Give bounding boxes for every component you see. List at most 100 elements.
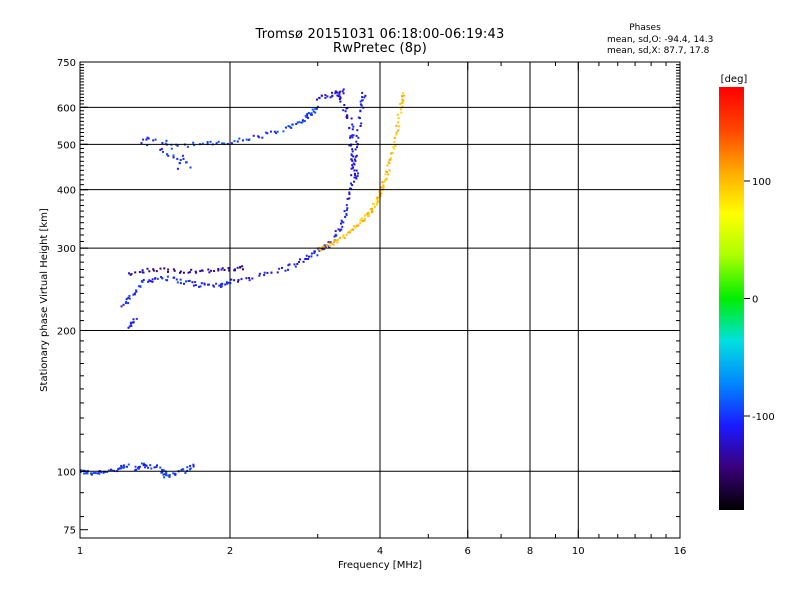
data-point: [127, 326, 130, 329]
data-point: [191, 281, 194, 284]
data-point: [321, 246, 324, 248]
data-point: [138, 271, 141, 273]
data-point: [354, 155, 357, 158]
data-point: [155, 466, 158, 468]
data-point: [227, 281, 230, 284]
data-point: [248, 279, 251, 282]
data-point: [218, 284, 221, 287]
data-point: [390, 152, 393, 155]
y-tick-label: 750: [57, 58, 76, 69]
data-point: [349, 135, 352, 138]
data-point: [167, 154, 170, 157]
data-point: [339, 96, 342, 99]
data-point: [120, 464, 123, 467]
data-point: [287, 268, 289, 271]
data-point: [284, 126, 287, 129]
x-tick-label: 2: [227, 546, 233, 557]
data-point: [345, 214, 348, 217]
data-point: [248, 277, 251, 279]
data-point: [263, 274, 266, 277]
axes: 1 2 4 6 8 10 16 75 100 200 300 400 500 600 750: [57, 58, 686, 557]
data-point: [221, 142, 224, 145]
data-point: [351, 134, 354, 137]
data-point: [352, 155, 355, 158]
data-point: [167, 270, 169, 273]
data-point: [237, 280, 239, 283]
data-point: [167, 474, 170, 477]
data-point: [154, 138, 157, 141]
data-point: [217, 268, 220, 270]
data-point: [399, 108, 402, 111]
data-point: [282, 130, 285, 133]
data-point: [306, 113, 309, 116]
data-point: [226, 281, 228, 284]
data-point: [199, 270, 202, 273]
phase-stats-heading: Phases: [629, 23, 661, 33]
x-tick-label: 8: [527, 546, 533, 557]
data-point: [185, 280, 187, 283]
data-point: [135, 289, 138, 292]
y-tick-label: 300: [57, 244, 76, 255]
data-point: [354, 176, 357, 179]
data-point: [342, 235, 345, 238]
data-point: [140, 462, 143, 465]
data-point: [342, 109, 345, 112]
data-point: [242, 139, 244, 142]
data-point: [230, 278, 233, 281]
data-point: [343, 237, 346, 239]
data-point: [261, 136, 264, 139]
data-point: [350, 158, 353, 161]
grid-lines: [80, 62, 680, 538]
data-point: [357, 116, 360, 119]
data-point: [94, 472, 97, 474]
y-tick-label: 400: [57, 186, 76, 197]
data-point: [90, 472, 93, 475]
data-point: [296, 263, 299, 265]
data-point: [290, 126, 293, 129]
data-point: [385, 178, 388, 181]
data-point: [363, 219, 366, 222]
data-point: [360, 217, 363, 220]
data-point: [329, 245, 331, 247]
data-point: [378, 190, 381, 193]
data-point: [360, 122, 363, 125]
data-point: [312, 110, 315, 113]
data-point: [361, 220, 363, 223]
data-point: [125, 300, 128, 303]
data-point: [289, 125, 291, 128]
data-point: [327, 241, 330, 244]
data-point: [215, 282, 218, 285]
data-point: [346, 116, 349, 119]
data-point: [401, 95, 404, 98]
data-point: [147, 137, 150, 140]
data-point: [393, 140, 396, 143]
data-point: [149, 464, 152, 467]
colorbar-tick-label: -100: [752, 412, 775, 423]
data-point: [178, 161, 181, 164]
data-point: [315, 107, 318, 110]
data-point: [194, 270, 197, 273]
data-point: [401, 101, 404, 104]
data-point: [355, 154, 358, 157]
data-point: [354, 174, 357, 176]
data-point: [324, 94, 327, 97]
data-point: [276, 271, 279, 274]
data-point: [361, 91, 364, 94]
data-point: [233, 140, 236, 143]
data-point: [343, 210, 346, 213]
data-point: [363, 96, 366, 99]
data-point: [86, 472, 89, 475]
data-point: [353, 158, 356, 161]
data-point: [353, 169, 356, 172]
data-point: [132, 321, 135, 324]
data-point: [346, 207, 349, 210]
data-point: [221, 282, 224, 285]
data-point: [345, 233, 348, 236]
data-point: [137, 466, 140, 469]
data-point: [236, 140, 239, 143]
data-point: [351, 148, 354, 151]
data-point: [172, 154, 175, 157]
data-point: [332, 243, 335, 246]
data-point: [130, 324, 133, 327]
data-point: [359, 100, 362, 103]
